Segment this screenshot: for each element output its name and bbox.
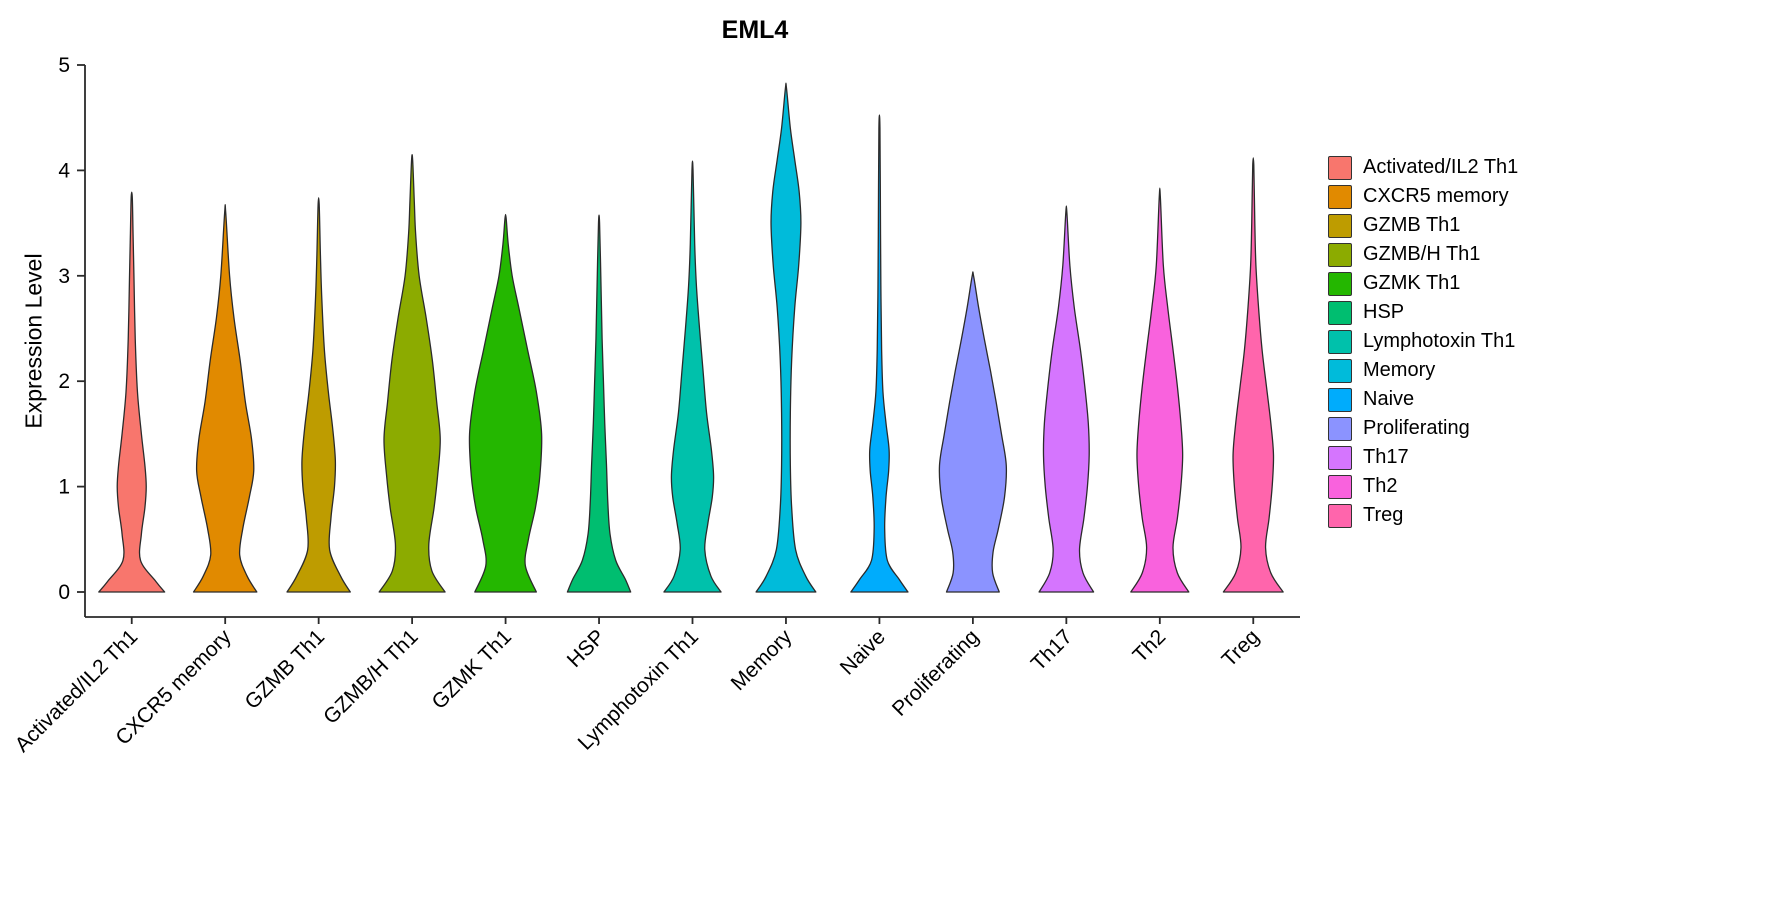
y-tick-label: 2 (58, 370, 70, 393)
legend-swatch (1328, 155, 1352, 180)
legend-label: Treg (1363, 504, 1404, 526)
legend-item: HSP (1328, 300, 1518, 325)
legend-label: Memory (1363, 359, 1436, 381)
legend-label: HSP (1363, 301, 1405, 323)
violin-treg (1222, 157, 1284, 593)
violin-gzmb-th1 (286, 197, 351, 593)
legend-label: GZMB Th1 (1363, 214, 1461, 236)
violin-memory (755, 82, 817, 593)
legend-item: Treg (1328, 503, 1518, 528)
x-tick-label: HSP (563, 625, 610, 672)
violin-th17 (1038, 205, 1095, 593)
violin-cxcr5-memory (192, 204, 258, 593)
legend-item: Memory (1328, 358, 1518, 383)
x-tick-label: GZMB/H Th1 (319, 625, 422, 728)
legend-item: Lymphotoxin Th1 (1328, 329, 1518, 354)
legend-swatch (1328, 387, 1352, 412)
legend-item: Naive (1328, 387, 1518, 412)
violin-hsp (566, 214, 632, 593)
y-tick-label: 0 (58, 581, 70, 604)
legend-item: Activated/IL2 Th1 (1328, 155, 1519, 180)
x-tick-label: GZMB Th1 (241, 625, 330, 714)
violin-gzmb-h-th1 (378, 153, 446, 593)
y-tick-label: 1 (58, 476, 70, 499)
legend-item: Th17 (1328, 445, 1518, 470)
legend-swatch (1328, 445, 1352, 470)
legend-swatch (1328, 329, 1352, 354)
legend-label: GZMK Th1 (1363, 272, 1461, 294)
legend-label: Th2 (1363, 475, 1398, 497)
x-tick-label: Proliferating (888, 625, 984, 721)
x-tick-label: Memory (727, 625, 797, 695)
legend-label: Proliferating (1363, 417, 1470, 439)
violin-th2 (1130, 187, 1190, 593)
legend-item: Proliferating (1328, 416, 1518, 441)
legend-swatch (1328, 213, 1352, 238)
legend-swatch (1328, 271, 1352, 296)
violin-lymphotoxin-th1 (663, 160, 722, 593)
x-tick-label: Naive (836, 625, 890, 679)
legend-label: CXCR5 memory (1363, 185, 1509, 207)
legend-label: Lymphotoxin Th1 (1363, 330, 1516, 352)
legend-item: Th2 (1328, 474, 1518, 499)
legend-label: GZMB/H Th1 (1363, 243, 1481, 265)
x-tick-label: Treg (1218, 625, 1264, 671)
legend-label: Activated/IL2 Th1 (1363, 156, 1519, 178)
x-tick-label: GZMK Th1 (428, 625, 517, 714)
x-tick-label: Th2 (1128, 625, 1170, 667)
legend-item: GZMB Th1 (1328, 213, 1518, 238)
legend-swatch (1328, 300, 1352, 325)
legend-swatch (1328, 242, 1352, 267)
violin-naive (850, 114, 909, 593)
legend-swatch (1328, 416, 1352, 441)
y-tick-label: 3 (58, 265, 70, 288)
x-tick-label: Th17 (1027, 625, 1077, 675)
chart-title: EML4 (721, 16, 789, 44)
legend: Activated/IL2 Th1 CXCR5 memory GZMB Th1 GZM… (1328, 155, 1519, 528)
y-tick-label: 4 (58, 159, 70, 182)
legend-item: GZMB/H Th1 (1328, 242, 1518, 267)
violin-gzmk-th1 (468, 213, 543, 593)
violin-activated-il2-th1 (98, 191, 166, 593)
legend-item: GZMK Th1 (1328, 271, 1518, 296)
y-tick-label: 5 (58, 54, 70, 77)
legend-item: CXCR5 memory (1328, 184, 1518, 209)
legend-swatch (1328, 474, 1352, 499)
violin-proliferating (938, 271, 1008, 593)
legend-swatch (1328, 358, 1352, 383)
legend-swatch (1328, 503, 1352, 528)
legend-label: Naive (1363, 388, 1415, 410)
legend-label: Th17 (1363, 446, 1409, 468)
legend-swatch (1328, 184, 1352, 209)
